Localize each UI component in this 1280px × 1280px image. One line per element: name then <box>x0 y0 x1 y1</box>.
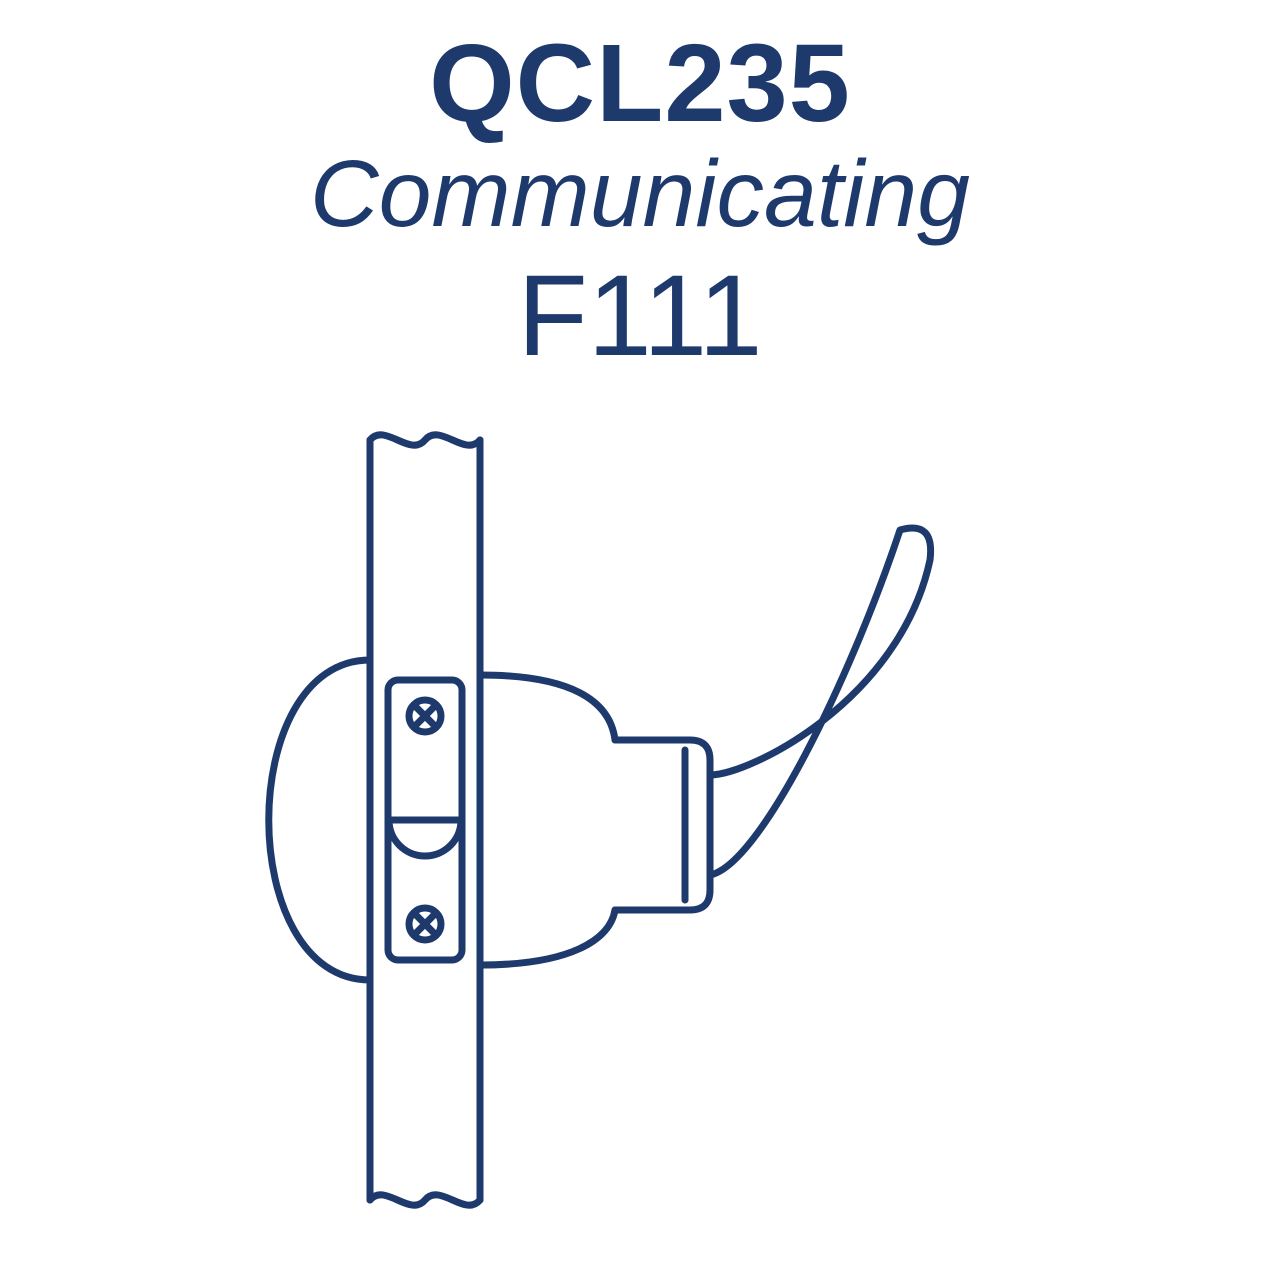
lock-diagram <box>0 0 1280 1280</box>
